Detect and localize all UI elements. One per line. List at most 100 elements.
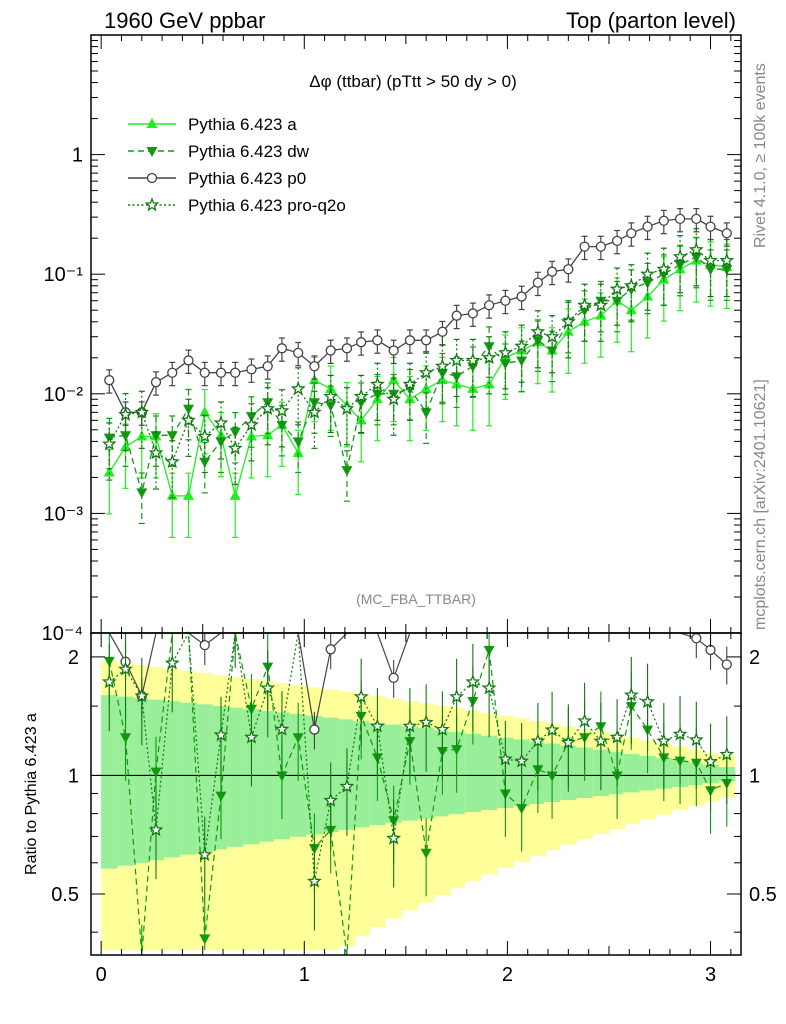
ratio-line [108, 632, 728, 956]
ratio-point [703, 754, 718, 769]
data-point [246, 364, 257, 375]
ratio-point [388, 672, 399, 684]
ratio-point [274, 721, 290, 736]
data-point [150, 431, 162, 442]
ratio-point [560, 734, 576, 749]
ratio-tick-label: 1 [749, 765, 760, 787]
ratio-point [370, 718, 385, 733]
ratio-point [244, 729, 259, 744]
data-point [136, 488, 148, 499]
series-line [109, 255, 727, 495]
ratio-tick-label: 1 [68, 765, 79, 787]
ratio-point [691, 633, 702, 644]
data-point [563, 264, 574, 275]
ratio-band-green [418, 728, 435, 819]
x-tick-label: 0 [96, 964, 107, 986]
data-point [532, 277, 544, 288]
ratio-ylabel: Ratio to Pythia 6.423 a [23, 713, 40, 875]
data-point [183, 489, 194, 500]
data-point [719, 252, 735, 267]
ratio-point [199, 639, 210, 651]
ratio-point [148, 822, 164, 837]
ratio-point [199, 934, 211, 945]
data-point [120, 431, 132, 442]
ratio-point [386, 830, 402, 845]
ratio-point [719, 746, 735, 761]
legend-marker [144, 197, 160, 212]
series-line [108, 259, 727, 497]
data-point [642, 221, 653, 232]
data-point [546, 266, 558, 277]
ratio-point [134, 688, 150, 703]
data-point [103, 466, 115, 477]
ratio-point [118, 661, 133, 676]
ratio-point [101, 674, 117, 689]
data-point [467, 308, 479, 319]
data-point [325, 401, 337, 412]
data-point [215, 367, 227, 378]
ratio-band-green [164, 701, 181, 858]
data-point [229, 489, 241, 500]
ratio-tick-label: 2 [749, 647, 760, 669]
data-point [705, 265, 717, 276]
ratio-point [688, 732, 704, 747]
ratio-point [465, 674, 481, 689]
data-point [705, 221, 716, 232]
data-point [691, 213, 702, 225]
data-point [227, 440, 243, 455]
data-point [579, 241, 590, 252]
data-point [341, 343, 353, 354]
ratio-band-green [180, 702, 198, 855]
ratio-band-green [101, 695, 118, 869]
ratio-tick-label: 2 [68, 647, 79, 669]
data-point [498, 345, 513, 360]
ratio-tick-label: 0.5 [749, 884, 777, 906]
data-point [437, 326, 448, 337]
ratio-point [309, 724, 320, 735]
data-point [642, 278, 654, 289]
data-point [276, 343, 288, 354]
ratio-band-green [623, 753, 640, 793]
data-point [339, 400, 355, 416]
ratio-point [609, 729, 625, 744]
data-point [481, 350, 497, 365]
data-point [721, 228, 732, 239]
legend-marker [146, 147, 158, 157]
ratio-point [640, 694, 656, 709]
ratio-band-green [227, 707, 244, 847]
ratio-point [418, 714, 434, 729]
ratio-point [325, 644, 336, 655]
data-point [640, 266, 656, 281]
y-tick-label: 10⁻² [44, 384, 84, 406]
data-point [150, 377, 162, 388]
data-point [623, 277, 639, 293]
data-point [611, 296, 623, 307]
data-point [516, 291, 527, 302]
series-line [108, 249, 727, 463]
header-left: 1960 GeV ppbar [104, 8, 265, 33]
data-point [672, 248, 688, 264]
data-point [421, 335, 432, 346]
legend-label: Pythia 6.423 a [188, 115, 297, 134]
data-point [449, 352, 464, 367]
ratio-point [402, 718, 418, 733]
data-point [292, 446, 304, 457]
data-point [418, 364, 434, 380]
y-tick-label: 10⁻¹ [44, 264, 84, 286]
data-point [166, 431, 178, 442]
ratio-point [721, 659, 732, 670]
data-point [136, 430, 148, 441]
data-point [703, 252, 718, 267]
ratio-point [577, 713, 592, 728]
data-point [183, 355, 194, 366]
data-point [199, 367, 210, 378]
data-point [532, 336, 544, 347]
data-point [674, 213, 686, 225]
legend-marker [146, 172, 158, 184]
data-point [101, 436, 117, 451]
data-point [626, 228, 637, 239]
legend-marker [146, 118, 158, 128]
ratio-point [420, 848, 432, 859]
ratio-point [213, 727, 229, 742]
data-point [530, 324, 546, 339]
